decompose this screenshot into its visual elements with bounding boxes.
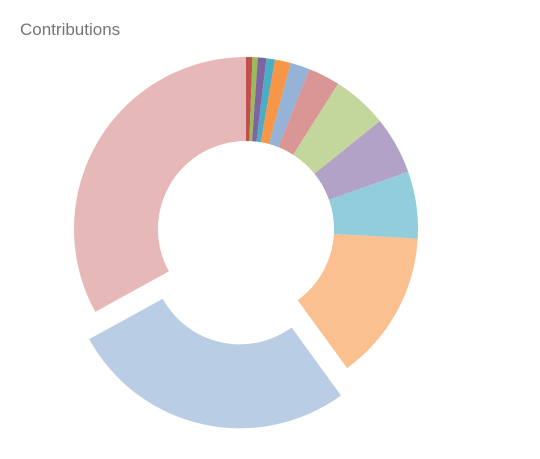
donut-slice-9: [314, 121, 409, 200]
donut-slice-11: [297, 233, 418, 369]
donut-slices: [74, 57, 418, 429]
chart-title: Contributions: [20, 20, 121, 39]
donut-slice-6: [268, 62, 310, 148]
donut-slice-7: [278, 69, 339, 155]
donut-slice-13: [74, 57, 246, 312]
donut-slice-4: [256, 58, 276, 143]
donut-slice-5: [260, 59, 291, 145]
donut-slice-10: [328, 171, 418, 239]
donut-slice-1: [246, 57, 253, 142]
donut-slice-3: [252, 57, 267, 142]
donut-slice-12: [89, 298, 341, 429]
donut-slice-2: [249, 57, 258, 142]
donut-slice-8: [293, 83, 380, 174]
